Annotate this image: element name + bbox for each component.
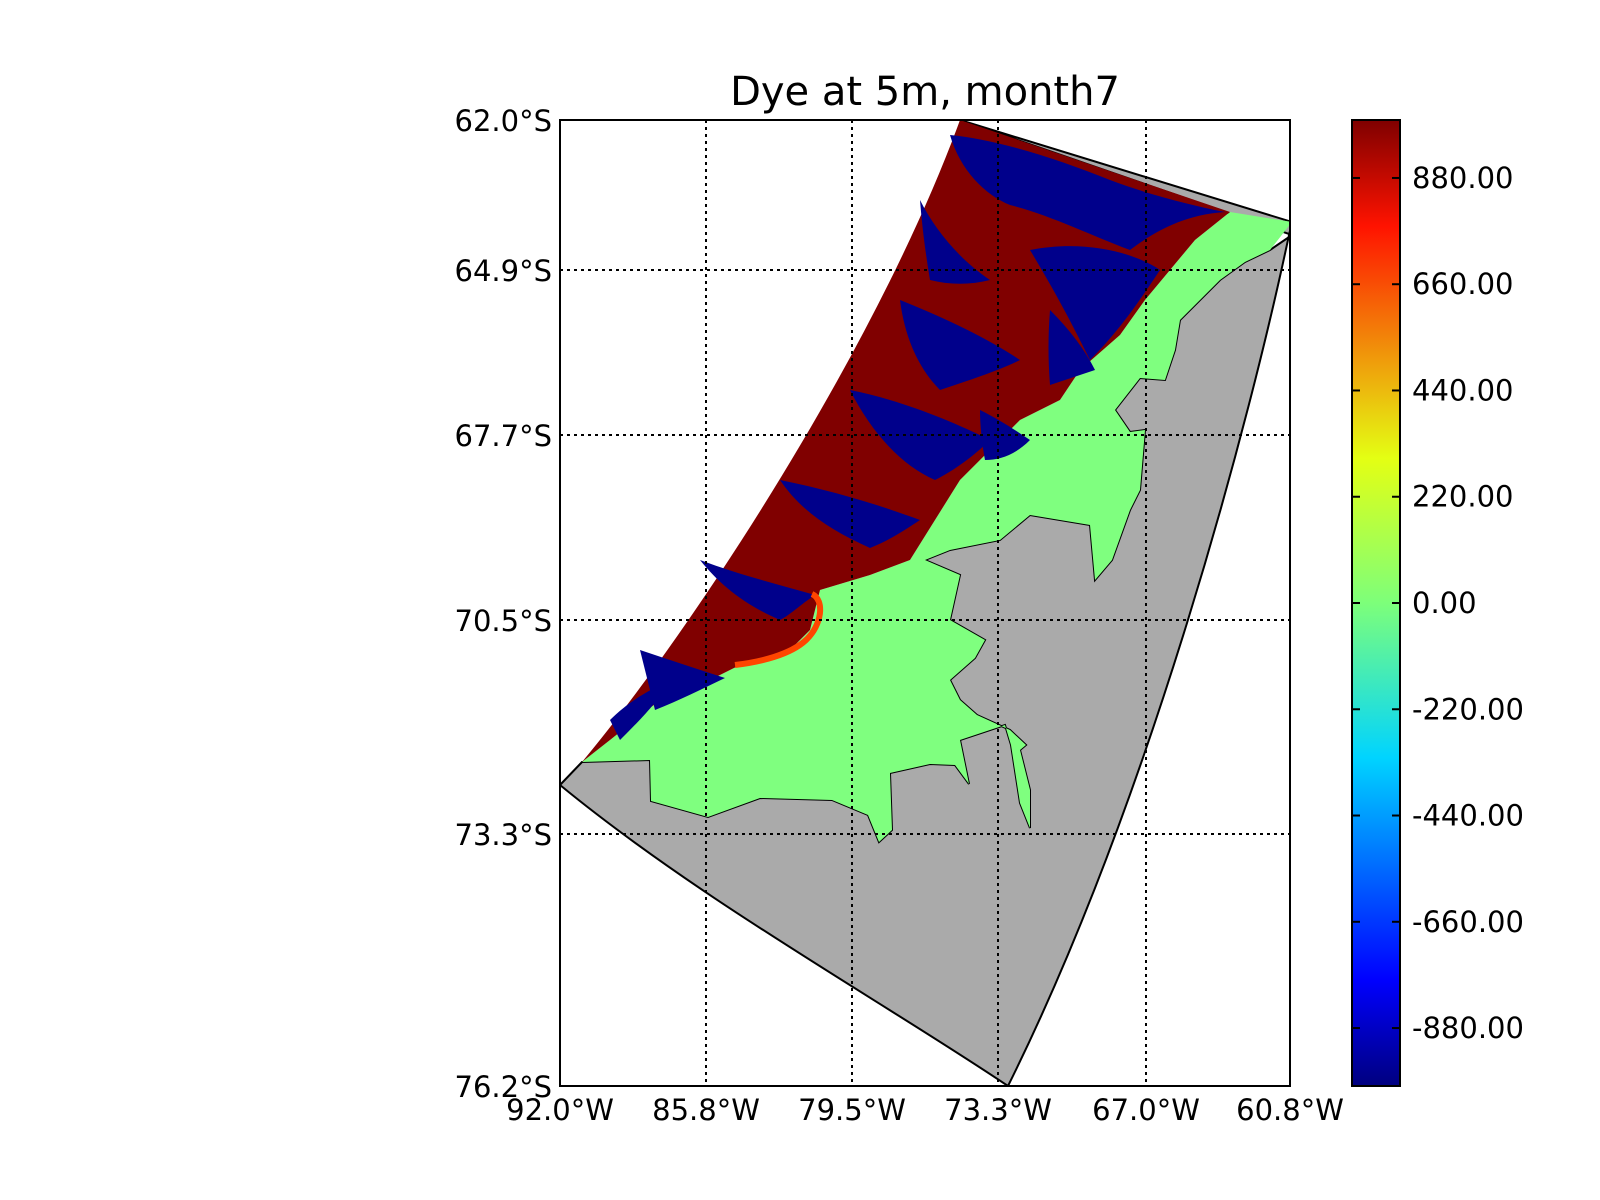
lon-tick-label: 60.8°W (1236, 1093, 1344, 1127)
lon-tick-label: 92.0°W (506, 1093, 614, 1127)
colorbar-tick-label: 440.00 (1412, 373, 1513, 407)
dye-zero-region (582, 212, 1290, 842)
lat-tick-label: 73.3°S (455, 818, 552, 852)
colorbar-tick-label: -220.00 (1412, 692, 1524, 726)
colorbar-tick-label: -880.00 (1412, 1011, 1524, 1045)
map-frame (559, 119, 1291, 1087)
lon-labels: 92.0°W 85.8°W 79.5°W 73.3°W 67.0°W 60.8°… (506, 1093, 1344, 1127)
lon-tick-label: 79.5°W (798, 1093, 906, 1127)
colorbar-tick-label: 880.00 (1412, 161, 1513, 195)
lat-tick-label: 70.5°S (455, 604, 552, 638)
colorbar-tick-label: 0.00 (1412, 586, 1477, 620)
map-area (560, 120, 1290, 1086)
graticule (560, 120, 1290, 1086)
colorbar-ticks: 880.00 660.00 440.00 220.00 0.00 -220.00 -440.… (1352, 161, 1524, 1045)
lat-tick-label: 64.9°S (455, 254, 552, 288)
colorbar-tick-label: 220.00 (1412, 480, 1513, 514)
lon-tick-label: 67.0°W (1092, 1093, 1200, 1127)
colorbar: 880.00 660.00 440.00 220.00 0.00 -220.00 -440.… (1351, 119, 1524, 1087)
colorbar-tick-label: -660.00 (1412, 905, 1524, 939)
lon-tick-label: 85.8°W (652, 1093, 760, 1127)
dye-front (734, 591, 824, 668)
map-title: Dye at 5m, month7 (730, 69, 1120, 115)
lon-tick-label: 73.3°W (944, 1093, 1052, 1127)
dye-low-filaments (610, 135, 1225, 740)
lat-labels: 62.0°S 64.9°S 67.7°S 70.5°S 73.3°S 76.2°… (455, 104, 552, 1104)
lat-tick-label: 67.7°S (455, 419, 552, 453)
lat-tick-label: 62.0°S (455, 104, 552, 138)
colorbar-tick-label: -440.00 (1412, 799, 1524, 833)
lat-tick-label: 76.2°S (455, 1070, 552, 1104)
colorbar-tick-label: 660.00 (1412, 267, 1513, 301)
